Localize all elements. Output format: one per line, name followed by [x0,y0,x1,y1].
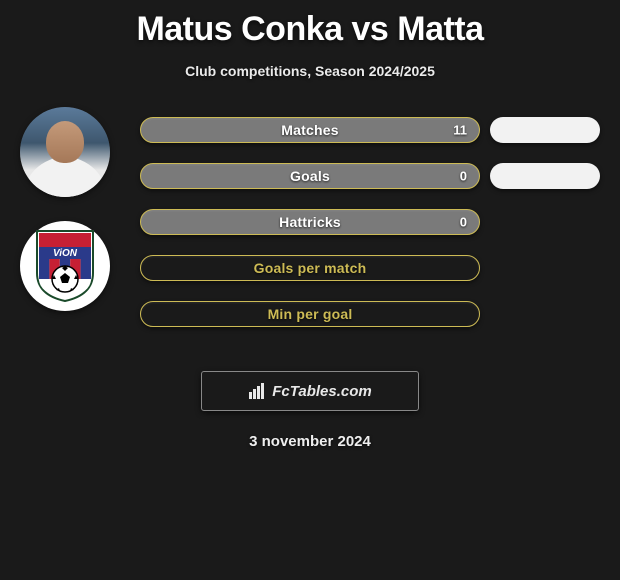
player-avatar [20,107,110,197]
chart-icon [248,382,266,400]
stat-bar-label: Min per goal [268,306,353,322]
stat-bar-label: Matches [281,122,338,138]
stat-bar-label: Hattricks [279,214,341,230]
stat-bar: Goals 0 [140,163,480,189]
left-avatar-column: ViON [10,107,120,311]
opponent-oval [490,163,600,189]
stat-bar-label: Goals per match [254,260,367,276]
stat-bar-value: 0 [460,169,467,184]
opponent-oval [490,117,600,143]
stat-bar: Hattricks 0 [140,209,480,235]
stat-bar-label: Goals [290,168,330,184]
svg-text:ViON: ViON [53,248,78,259]
brand-plate: FcTables.com [201,371,419,411]
stat-bar: Goals per match [140,255,480,281]
stat-bar: Min per goal [140,301,480,327]
page-title: Matus Conka vs Matta [0,0,620,49]
stats-region: ViON Matches11Goals0Hattricks0Goals p [0,107,620,357]
stat-bar-value: 0 [460,215,467,230]
generation-date: 3 november 2024 [0,433,620,450]
brand-label: FcTables.com [272,383,371,400]
club-logo: ViON [20,221,110,311]
stat-bars: Matches 11 Goals 0 Hattricks 0 Goals per match… [140,117,480,327]
stat-bar: Matches 11 [140,117,480,143]
opponent-ovals [490,117,600,189]
stat-bar-value: 11 [453,123,467,138]
competition-subtitle: Club competitions, Season 2024/2025 [0,63,620,79]
